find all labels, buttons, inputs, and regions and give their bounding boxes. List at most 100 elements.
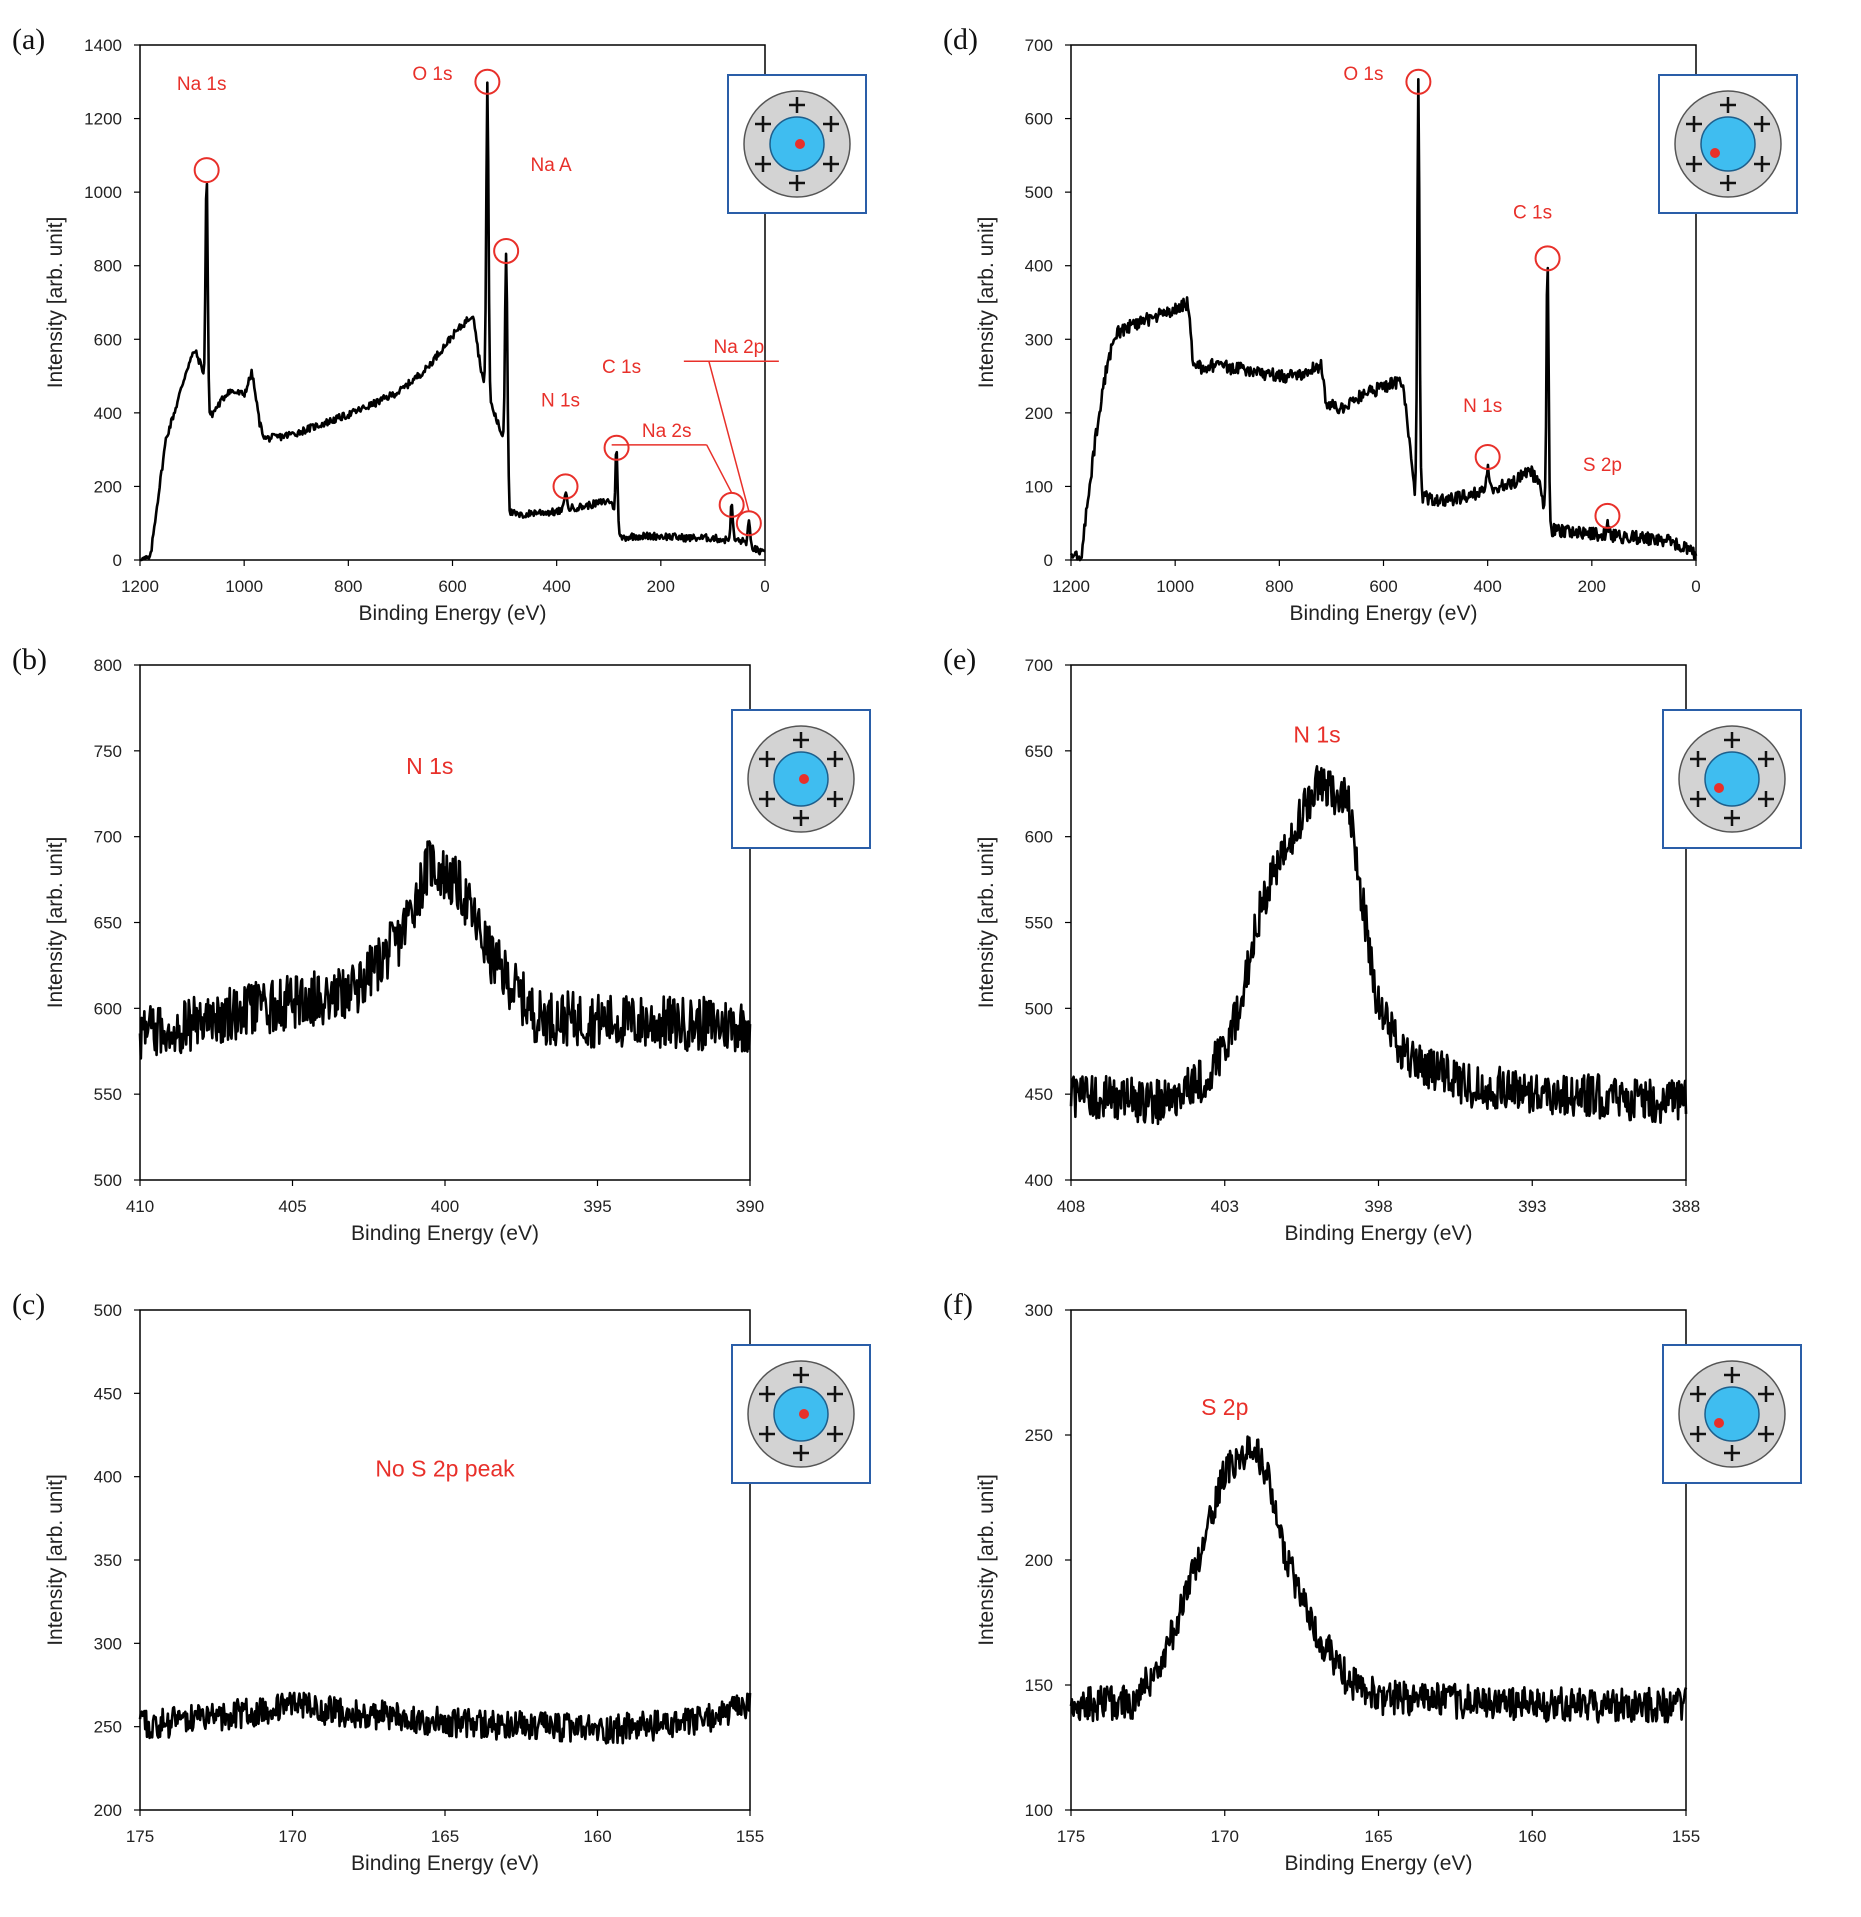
peak-marker-circle: [552, 473, 579, 500]
peak-marker-circle: [1474, 444, 1501, 470]
plus-charge-icon: [793, 810, 809, 826]
x-tick-label: 403: [1211, 1197, 1239, 1216]
particle-inset: [727, 74, 867, 214]
chart-panel-e: (e) 400 450 500 550 600 650 700 408 403 398 393 388 B…: [943, 643, 1802, 1245]
y-axis-label: Intensity [arb. unit]: [975, 1474, 998, 1646]
x-tick-label: 800: [1265, 577, 1293, 596]
spectrum-line: [138, 1691, 752, 1745]
chart-panel-a: (a) 0 200 400 600 800 1000 1200 1400 1200 1000 800 6…: [12, 23, 867, 625]
y-tick-label: 300: [1025, 330, 1053, 349]
y-tick-label: 700: [1025, 656, 1053, 675]
peak-marker-circle: [603, 434, 630, 461]
plus-charge-icon: [827, 751, 843, 767]
plus-charge-icon: [1690, 1386, 1706, 1402]
y-tick-label: 600: [1025, 110, 1053, 129]
y-tick-label: 300: [94, 1634, 122, 1653]
chart-panel-b: (b) 500 550 600 650 700 750 800 410 405 400 395 390 B…: [12, 643, 871, 1245]
x-tick-label: 175: [126, 1827, 154, 1846]
plot-frame: [1070, 1309, 1687, 1811]
peak-annotation: Na 2p: [714, 337, 765, 358]
x-tick-label: 405: [278, 1197, 306, 1216]
y-tick-label: 1000: [84, 183, 122, 202]
particle-dot: [1714, 783, 1724, 793]
y-tick-label: 400: [1025, 257, 1053, 276]
plus-charge-icon: [823, 116, 839, 132]
plus-charge-icon: [1724, 1445, 1740, 1461]
y-tick-label: 200: [94, 1801, 122, 1820]
y-tick-label: 300: [1025, 1301, 1053, 1320]
plus-charge-icon: [827, 1386, 843, 1402]
y-tick-label: 200: [94, 477, 122, 496]
plot-frame: [139, 664, 751, 1181]
leader-line: [706, 444, 733, 494]
peak-annotation: N 1s: [1463, 396, 1502, 417]
y-tick-label: 800: [94, 656, 122, 675]
chart-panel-f: (f) 100 150 200 250 300 175 170 165 160 155 Binding…: [943, 1288, 1802, 1875]
plus-charge-icon: [1758, 1386, 1774, 1402]
x-tick-label: 800: [334, 577, 362, 596]
plus-charge-icon: [1758, 791, 1774, 807]
plus-charge-icon: [827, 1426, 843, 1442]
y-tick-label: 400: [94, 1468, 122, 1487]
particle-core: [1704, 751, 1760, 807]
plus-charge-icon: [1754, 156, 1770, 172]
y-tick-label: 250: [94, 1718, 122, 1737]
plus-charge-icon: [793, 732, 809, 748]
peak-annotation: Na A: [531, 155, 573, 176]
y-tick-label: 200: [1025, 404, 1053, 423]
y-tick-label: 700: [1025, 36, 1053, 55]
x-tick-label: 600: [438, 577, 466, 596]
x-axis-label: Binding Energy (eV): [1290, 602, 1478, 625]
y-tick-label: 400: [94, 404, 122, 423]
x-tick-label: 0: [1691, 577, 1700, 596]
chart-panel-c: (c) 200 250 300 350 400 450 500 175 170 165 160 155 B…: [12, 1288, 871, 1875]
particle-dot: [795, 139, 805, 149]
y-tick-label: 600: [94, 999, 122, 1018]
y-tick-label: 450: [94, 1384, 122, 1403]
panel-label: (f): [943, 1288, 973, 1321]
y-tick-label: 400: [1025, 1171, 1053, 1190]
x-tick-label: 170: [1211, 1827, 1239, 1846]
y-tick-label: 650: [1025, 742, 1053, 761]
plot-frame: [1070, 44, 1697, 561]
x-tick-label: 395: [583, 1197, 611, 1216]
plot-frame: [139, 1309, 751, 1811]
x-axis-label: Binding Energy (eV): [359, 602, 547, 625]
y-tick-label: 550: [94, 1085, 122, 1104]
plus-charge-icon: [1720, 175, 1736, 191]
x-tick-label: 165: [1364, 1827, 1392, 1846]
plus-charge-icon: [1690, 751, 1706, 767]
panel-label: (e): [943, 643, 976, 676]
plus-charge-icon: [1724, 1367, 1740, 1383]
spectrum-line: [138, 840, 752, 1060]
peak-annotation: No S 2p peak: [375, 1456, 515, 1482]
y-tick-label: 500: [94, 1171, 122, 1190]
x-tick-label: 600: [1369, 577, 1397, 596]
plus-charge-icon: [1754, 116, 1770, 132]
panel-label: (b): [12, 643, 47, 676]
y-tick-label: 800: [94, 257, 122, 276]
y-tick-label: 100: [1025, 477, 1053, 496]
peak-marker-circle: [193, 157, 220, 184]
plus-charge-icon: [793, 1367, 809, 1383]
x-tick-label: 408: [1057, 1197, 1085, 1216]
peak-annotation: N 1s: [1293, 721, 1340, 747]
y-tick-label: 650: [94, 914, 122, 933]
particle-core: [1704, 1386, 1760, 1442]
y-tick-label: 700: [94, 828, 122, 847]
x-tick-label: 155: [1672, 1827, 1700, 1846]
x-axis-label: Binding Energy (eV): [351, 1222, 539, 1245]
peak-annotation: S 2p: [1201, 1394, 1248, 1420]
x-axis-label: Binding Energy (eV): [1285, 1222, 1473, 1245]
y-tick-label: 550: [1025, 914, 1053, 933]
panel-label: (c): [12, 1288, 45, 1321]
particle-dot: [1714, 1418, 1724, 1428]
peak-marker-circle: [1534, 245, 1561, 272]
plus-charge-icon: [1686, 156, 1702, 172]
x-tick-label: 398: [1364, 1197, 1392, 1216]
plus-charge-icon: [759, 1426, 775, 1442]
plus-charge-icon: [1724, 810, 1740, 826]
particle-dot: [799, 774, 809, 784]
plus-charge-icon: [755, 116, 771, 132]
